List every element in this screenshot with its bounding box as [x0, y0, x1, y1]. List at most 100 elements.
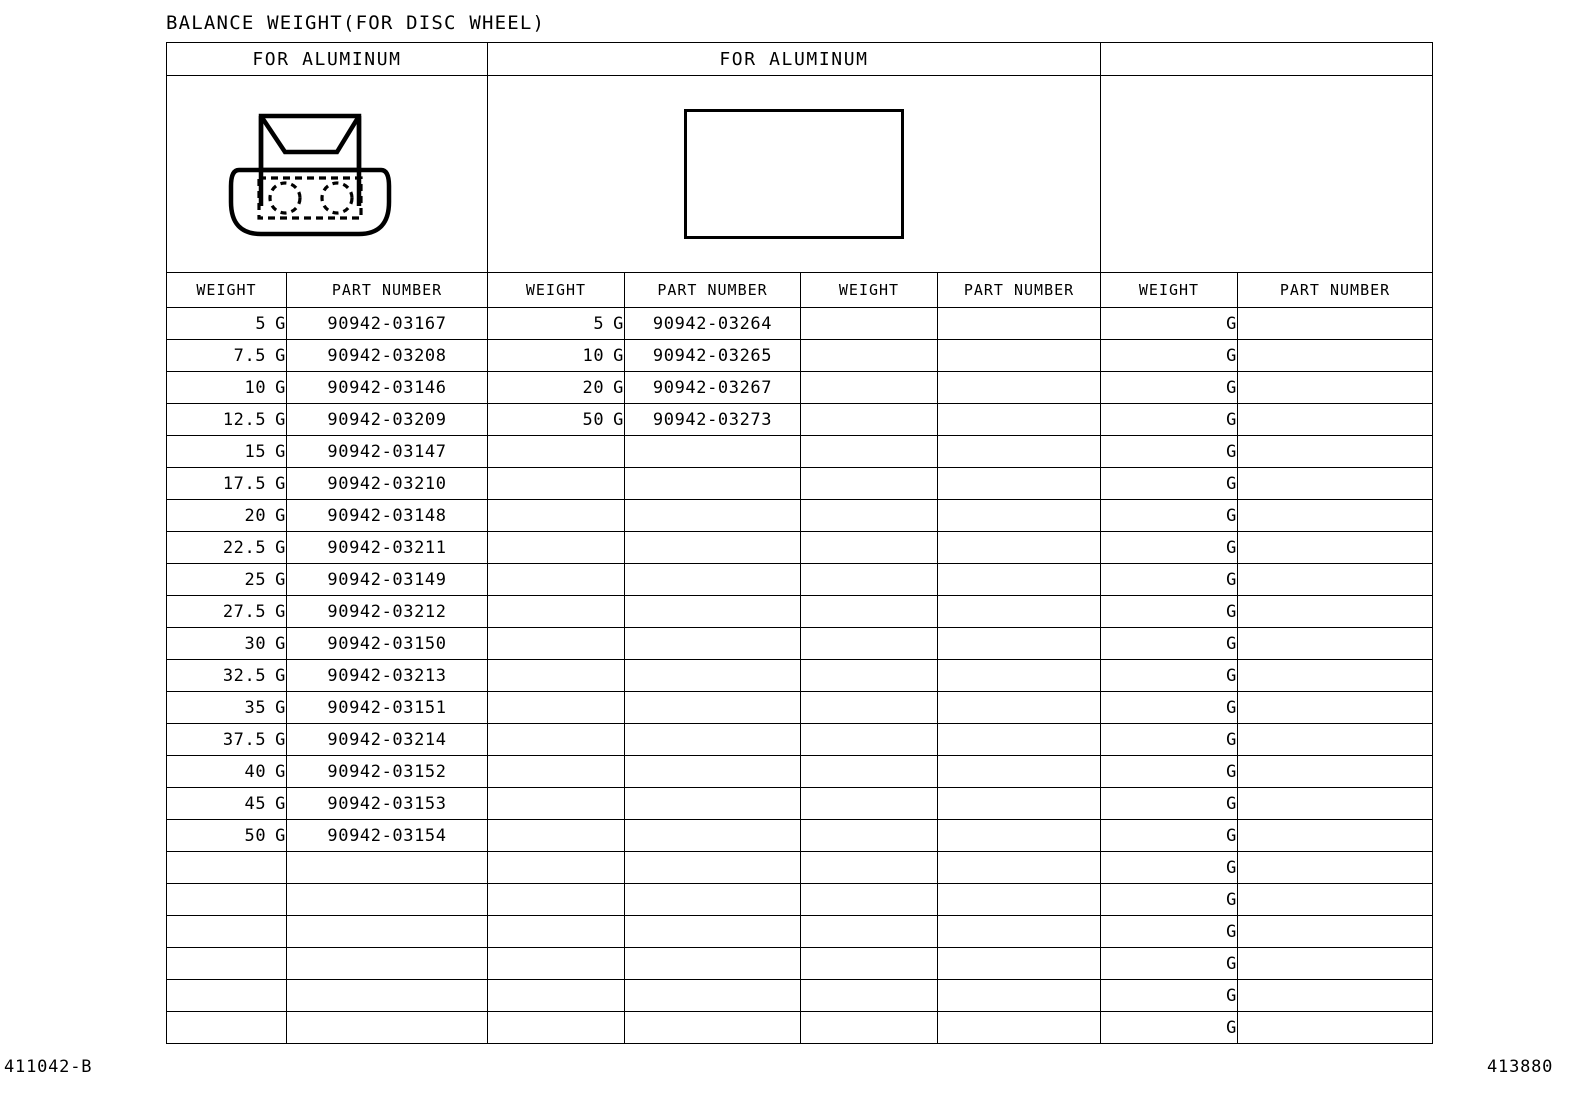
weight-cell-col4: G — [1100, 659, 1238, 692]
table-row: 37.5 G 90942-03214 G — [166, 723, 1433, 756]
part-number-cell-col4 — [1237, 339, 1433, 372]
table-row: 50 G 90942-03154 G — [166, 819, 1433, 852]
part-number-cell-col2: 90942-03273 — [624, 403, 801, 436]
section-label-aluminum-1: FOR ALUMINUM — [166, 42, 488, 76]
part-number-cell-col2 — [624, 531, 801, 564]
part-number-cell-col4 — [1237, 755, 1433, 788]
col-header-part-number-4: PART NUMBER — [1237, 272, 1433, 308]
part-number-cell-col4 — [1237, 915, 1433, 948]
weight-cell-col3 — [800, 659, 938, 692]
page-title: BALANCE WEIGHT(FOR DISC WHEEL) — [166, 12, 546, 34]
part-number-cell-col3 — [937, 851, 1101, 884]
part-number-cell-col2: 90942-03265 — [624, 339, 801, 372]
weight-cell-col4: G — [1100, 307, 1238, 340]
clip-on-balance-weight-icon — [228, 113, 392, 237]
part-number-cell-col3 — [937, 883, 1101, 916]
weight-cell-col3 — [800, 883, 938, 916]
part-number-cell-col4 — [1237, 851, 1433, 884]
part-number-cell-col2 — [624, 755, 801, 788]
part-number-cell-col3 — [937, 563, 1101, 596]
weight-cell-col4: G — [1100, 947, 1238, 980]
reference-code-left: 411042-B — [4, 1057, 93, 1077]
table-row: G — [166, 851, 1433, 884]
part-number-cell-col2 — [624, 563, 801, 596]
part-number-cell-col4 — [1237, 307, 1433, 340]
part-number-cell-col4 — [1237, 467, 1433, 500]
weight-cell-col3 — [800, 979, 938, 1012]
part-number-cell-col2 — [624, 723, 801, 756]
part-number-cell-col4 — [1237, 723, 1433, 756]
weight-cell-col1: 17.5 G — [166, 467, 287, 500]
col-header-part-number-2: PART NUMBER — [624, 272, 801, 308]
part-number-cell-col1: 90942-03167 — [286, 307, 488, 340]
part-number-cell-col4 — [1237, 531, 1433, 564]
weight-cell-col4: G — [1100, 339, 1238, 372]
weight-cell-col3 — [800, 755, 938, 788]
part-number-cell-col3 — [937, 499, 1101, 532]
part-number-cell-col2 — [624, 979, 801, 1012]
weight-cell-col4: G — [1100, 371, 1238, 404]
part-number-cell-col1: 90942-03214 — [286, 723, 488, 756]
weight-cell-col2: 50 G — [487, 403, 625, 436]
part-number-cell-col4 — [1237, 819, 1433, 852]
table-row: 12.5 G 90942-03209 50 G 90942-03273 G — [166, 403, 1433, 436]
weight-cell-col3 — [800, 339, 938, 372]
weight-cell-col3 — [800, 595, 938, 628]
weight-cell-col1: 50 G — [166, 819, 287, 852]
part-number-cell-col1: 90942-03148 — [286, 499, 488, 532]
part-number-cell-col4 — [1237, 371, 1433, 404]
weight-cell-col1 — [166, 947, 287, 980]
weight-cell-col1: 37.5 G — [166, 723, 287, 756]
weight-cell-col2 — [487, 691, 625, 724]
fastener-hole-right-icon — [320, 181, 354, 215]
weight-cell-col3 — [800, 371, 938, 404]
part-number-cell-col1 — [286, 883, 488, 916]
part-number-cell-col3 — [937, 979, 1101, 1012]
weight-cell-col2 — [487, 787, 625, 820]
weight-cell-col2 — [487, 851, 625, 884]
weight-cell-col2 — [487, 883, 625, 916]
part-number-cell-col1: 90942-03209 — [286, 403, 488, 436]
part-number-cell-col3 — [937, 915, 1101, 948]
weight-cell-col4: G — [1100, 979, 1238, 1012]
part-number-cell-col3 — [937, 691, 1101, 724]
table-row: 22.5 G 90942-03211 G — [166, 531, 1433, 564]
part-number-cell-col4 — [1237, 499, 1433, 532]
part-number-cell-col2 — [624, 435, 801, 468]
table-row: G — [166, 979, 1433, 1012]
part-number-cell-col1 — [286, 851, 488, 884]
weight-cell-col1: 35 G — [166, 691, 287, 724]
col-header-weight-3: WEIGHT — [800, 272, 938, 308]
section-label-row: FOR ALUMINUM FOR ALUMINUM — [166, 42, 1433, 76]
weight-cell-col1: 12.5 G — [166, 403, 287, 436]
col-header-weight-4: WEIGHT — [1100, 272, 1238, 308]
col-header-part-number-3: PART NUMBER — [937, 272, 1101, 308]
part-number-cell-col2 — [624, 691, 801, 724]
col-header-part-number-1: PART NUMBER — [286, 272, 488, 308]
table-row: G — [166, 915, 1433, 948]
weight-cell-col2 — [487, 531, 625, 564]
part-number-cell-col3 — [937, 467, 1101, 500]
weight-cell-col2: 20 G — [487, 371, 625, 404]
table-row: 25 G 90942-03149 G — [166, 563, 1433, 596]
part-number-cell-col4 — [1237, 979, 1433, 1012]
weight-cell-col3 — [800, 307, 938, 340]
weight-cell-col4: G — [1100, 1011, 1238, 1044]
weight-cell-col4: G — [1100, 627, 1238, 660]
part-number-cell-col4 — [1237, 563, 1433, 596]
weight-cell-col4: G — [1100, 403, 1238, 436]
table-row: G — [166, 883, 1433, 916]
part-number-cell-col3 — [937, 819, 1101, 852]
weight-cell-col1: 30 G — [166, 627, 287, 660]
part-number-cell-col4 — [1237, 627, 1433, 660]
part-number-cell-col4 — [1237, 947, 1433, 980]
part-number-cell-col2 — [624, 627, 801, 660]
mounting-outline-dashed — [257, 176, 363, 220]
weight-cell-col1 — [166, 851, 287, 884]
weight-cell-col1: 27.5 G — [166, 595, 287, 628]
part-number-cell-col1: 90942-03151 — [286, 691, 488, 724]
part-number-cell-col1: 90942-03153 — [286, 787, 488, 820]
part-number-cell-col3 — [937, 371, 1101, 404]
part-number-cell-col1: 90942-03210 — [286, 467, 488, 500]
